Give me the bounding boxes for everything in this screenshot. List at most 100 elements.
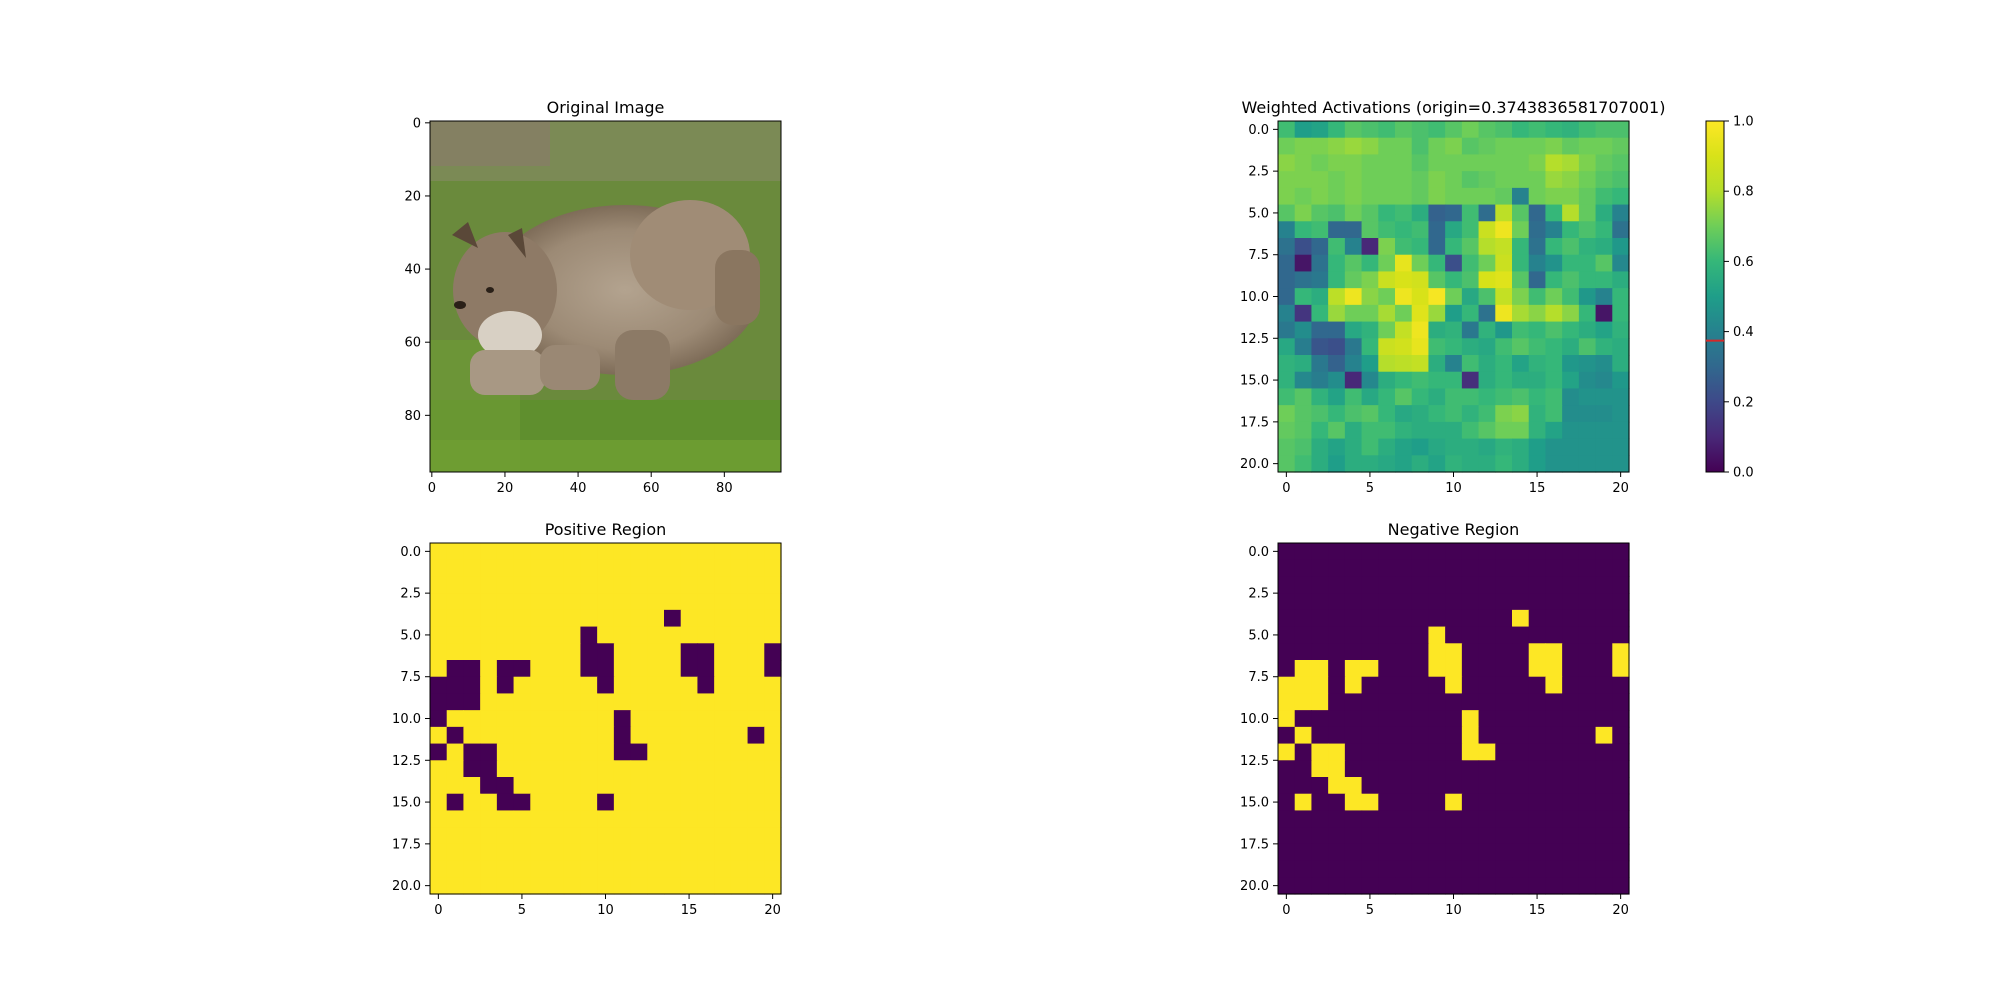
x-tick-label: 10	[1445, 903, 1462, 918]
negative-cell	[1562, 593, 1580, 611]
negative-cell	[1445, 743, 1463, 761]
negative-cell	[1512, 626, 1530, 644]
negative-cell	[1612, 543, 1630, 561]
positive-cell	[764, 860, 782, 878]
negative-cell	[1512, 543, 1530, 561]
positive-cell	[647, 660, 665, 678]
negative-cell	[1278, 860, 1296, 878]
positive-cell	[480, 576, 498, 594]
positive-cell	[697, 760, 715, 778]
positive-cell	[630, 693, 648, 711]
positive-cell	[580, 660, 598, 678]
negative-cell	[1495, 843, 1513, 862]
activation-cell	[1528, 288, 1547, 306]
negative-cell	[1595, 877, 1613, 895]
positive-cell	[547, 810, 565, 828]
positive-cell	[547, 543, 565, 561]
activation-cell	[1328, 288, 1346, 306]
negative-cell	[1344, 860, 1363, 878]
activation-cell	[1361, 254, 1379, 273]
activation-cell	[1512, 221, 1530, 239]
positive-cell	[680, 810, 699, 828]
positive-cell	[463, 593, 481, 611]
y-tick-label: 7.5	[1248, 248, 1269, 263]
activation-cell	[1294, 355, 1313, 373]
positive-cell	[496, 827, 515, 845]
positive-cell	[747, 810, 765, 828]
positive-cell	[480, 743, 498, 761]
activation-cell	[1361, 137, 1379, 156]
y-tick-label: 17.5	[392, 837, 421, 852]
negative-cell	[1361, 877, 1379, 895]
negative-cell	[1294, 843, 1313, 862]
activation-cell	[1344, 154, 1363, 172]
negative-cell	[1528, 726, 1547, 745]
positive-cell	[764, 760, 782, 778]
activation-cell	[1562, 204, 1580, 222]
activation-cell	[1528, 254, 1547, 273]
activation-cell	[1461, 355, 1480, 373]
negative-cell	[1278, 609, 1296, 628]
positive-cell	[463, 793, 481, 812]
positive-cell	[730, 593, 749, 611]
y-tick-label: 20.0	[1240, 457, 1269, 472]
activation-cell	[1378, 271, 1396, 289]
x-tick-label: 60	[643, 481, 660, 496]
positive-cell	[480, 777, 498, 795]
activation-cell	[1478, 254, 1496, 273]
positive-cell	[446, 793, 465, 812]
activation-heatmap	[1278, 121, 1630, 473]
activation-cell	[1378, 121, 1396, 139]
positive-cell	[430, 543, 448, 561]
positive-cell	[680, 576, 699, 594]
negative-cell	[1278, 877, 1296, 895]
positive-cell	[664, 793, 682, 812]
activation-cell	[1294, 171, 1313, 189]
negative-cell	[1528, 559, 1547, 578]
activation-cell	[1461, 304, 1480, 323]
positive-cell	[547, 777, 565, 795]
positive-cell	[463, 660, 481, 678]
negative-cell	[1328, 609, 1346, 628]
negative-cell	[1612, 593, 1630, 611]
activation-cell	[1445, 288, 1463, 306]
activation-cell	[1445, 238, 1463, 256]
positive-cell	[714, 777, 732, 795]
activation-cell	[1512, 371, 1530, 390]
activation-cell	[1428, 121, 1446, 139]
negative-cell	[1328, 710, 1346, 728]
positive-cell	[714, 576, 732, 594]
panel-title-negative: Negative Region	[1388, 520, 1520, 539]
activation-cell	[1294, 438, 1313, 456]
positive-cell	[764, 559, 782, 578]
negative-cell	[1294, 726, 1313, 745]
positive-cell	[496, 543, 515, 561]
negative-cell	[1311, 676, 1329, 695]
activation-cell	[1578, 137, 1597, 156]
negative-cell	[1395, 843, 1413, 862]
activation-cell	[1428, 288, 1446, 306]
positive-cell	[480, 643, 498, 661]
negative-cell	[1344, 559, 1363, 578]
positive-cell	[630, 793, 648, 812]
activation-cell	[1445, 121, 1463, 139]
activation-cell	[1328, 304, 1346, 323]
activation-cell	[1344, 304, 1363, 323]
positive-cell	[563, 760, 582, 778]
positive-cell	[680, 843, 699, 862]
positive-cell	[580, 543, 598, 561]
positive-cell	[697, 843, 715, 862]
x-tick-label: 15	[1529, 903, 1546, 918]
negative-cell	[1461, 860, 1480, 878]
negative-cell	[1562, 743, 1580, 761]
activation-cell	[1378, 254, 1396, 273]
negative-cell	[1344, 827, 1363, 845]
activation-cell	[1411, 388, 1430, 406]
activation-cell	[1344, 338, 1363, 356]
negative-cell	[1361, 843, 1379, 862]
positive-cell	[630, 777, 648, 795]
negative-cell	[1528, 810, 1547, 828]
positive-cell	[597, 643, 615, 661]
positive-cell	[530, 810, 548, 828]
activation-cell	[1512, 154, 1530, 172]
